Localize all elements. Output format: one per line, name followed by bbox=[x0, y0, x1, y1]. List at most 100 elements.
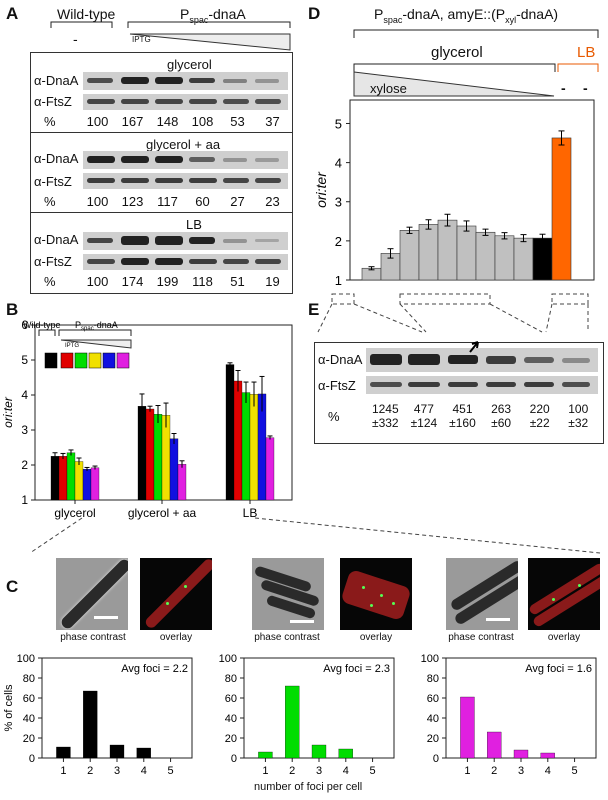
panel-a-label-dnaa: α-DnaA bbox=[34, 73, 79, 88]
x-tick-label: 1 bbox=[464, 765, 470, 777]
y-tick-label: 4 bbox=[335, 156, 342, 171]
bar bbox=[460, 696, 475, 759]
bar bbox=[494, 235, 515, 281]
bar bbox=[82, 469, 92, 501]
panel-c-histogram-3: 0 20 40 60 80 100 1 2 3 4 5 Avg foci = 1.6 bbox=[421, 653, 597, 777]
bar bbox=[83, 690, 98, 759]
panel-a-blot-dnaa-2 bbox=[83, 151, 288, 169]
panel-e-value-cell: 220 ±22 bbox=[529, 402, 550, 430]
panel-a-pct-row-3: 100 174 199 118 51 19 bbox=[80, 274, 290, 289]
panel-d-header-brackets bbox=[353, 29, 599, 97]
panel-a-label-dnaa-2: α-DnaA bbox=[34, 151, 79, 166]
inset-label-wt: Wild-type bbox=[23, 320, 61, 330]
panel-a-blot-dnaa-1 bbox=[83, 72, 288, 90]
y-tick-label: 1 bbox=[335, 273, 342, 288]
bar bbox=[137, 406, 147, 501]
bar bbox=[50, 456, 60, 501]
inset-color-swatch bbox=[74, 352, 88, 369]
y-tick-label: 6 bbox=[21, 318, 28, 332]
y-axis-label: % of cells bbox=[3, 684, 15, 732]
panel-a-pct-row-2: 100 123 117 60 27 23 bbox=[80, 194, 290, 209]
pct-value: 117 bbox=[157, 194, 178, 209]
caption-phase-contrast-2: phase contrast bbox=[254, 632, 320, 643]
panel-a-label-pct: % bbox=[44, 114, 56, 129]
avg-foci-annotation: Avg foci = 2.3 bbox=[323, 663, 390, 675]
avg-foci-annotation: Avg foci = 2.2 bbox=[121, 663, 188, 675]
panel-d-lb: LB bbox=[577, 44, 596, 61]
panel-a-blot-ftsz-1 bbox=[83, 94, 288, 110]
pct-value: 60 bbox=[195, 194, 210, 209]
micrograph-overlay-1 bbox=[140, 558, 212, 630]
pct-value: 23 bbox=[265, 194, 280, 209]
bar bbox=[540, 752, 555, 759]
x-tick-label: 5 bbox=[370, 765, 376, 777]
bar bbox=[161, 415, 171, 501]
panel-label-b: B bbox=[6, 300, 19, 319]
bar bbox=[58, 456, 68, 501]
pct-value: 174 bbox=[121, 274, 144, 289]
bar bbox=[109, 744, 125, 759]
micrograph-overlay-2 bbox=[340, 558, 412, 630]
bar bbox=[136, 747, 151, 759]
panel-label-c: C bbox=[6, 577, 19, 596]
x-tick-label: 3 bbox=[316, 765, 322, 777]
y-tick-label: 40 bbox=[23, 713, 35, 725]
pct-value: 100 bbox=[86, 114, 109, 129]
bar bbox=[258, 751, 273, 759]
y-tick-label: 5 bbox=[335, 116, 342, 131]
bar bbox=[487, 731, 502, 759]
caption-overlay-2: overlay bbox=[359, 632, 393, 643]
y-tick-label: 40 bbox=[427, 713, 439, 725]
inset-color-swatch bbox=[102, 352, 116, 369]
y-tick-label: 2 bbox=[335, 234, 342, 249]
panel-a-header-wt: Wild-type bbox=[57, 6, 116, 22]
pct-value: 100 bbox=[86, 194, 109, 209]
panel-a-label-pct-3: % bbox=[44, 274, 56, 289]
inset-bracket-wt bbox=[38, 329, 56, 336]
panel-label-d: D bbox=[308, 4, 321, 23]
panel-e-value-cell: 263 ±60 bbox=[491, 402, 512, 430]
panel-d-xylose: xylose bbox=[370, 81, 407, 96]
y-tick-label: 4 bbox=[21, 388, 28, 402]
panel-c-histogram-2: 0 20 40 60 80 100 1 2 3 4 5 Avg foci = 2.3 bbox=[219, 653, 395, 777]
bar bbox=[265, 437, 275, 501]
panel-a-block2-title: glycerol + aa bbox=[146, 137, 221, 152]
bar bbox=[249, 394, 259, 501]
micrograph-phase-1 bbox=[56, 558, 128, 630]
pct-value: 27 bbox=[230, 194, 245, 209]
panel-a-wt-dash: - bbox=[73, 31, 78, 47]
panel-d-glycerol: glycerol bbox=[431, 44, 483, 61]
bar bbox=[233, 380, 243, 501]
bar bbox=[66, 452, 76, 501]
micrograph-phase-2 bbox=[252, 558, 324, 630]
bar bbox=[338, 748, 353, 759]
panel-a-blot-ftsz-3 bbox=[83, 254, 288, 270]
panel-a-block1-title: glycerol bbox=[167, 57, 212, 72]
inset-color-swatch bbox=[60, 352, 74, 369]
bar bbox=[532, 237, 553, 281]
panel-a-blot-dnaa-3 bbox=[83, 232, 288, 250]
panel-e-value-cell: 477 ±124 bbox=[410, 402, 438, 430]
x-tick-label: LB bbox=[243, 506, 258, 520]
arrowhead-icon bbox=[469, 341, 479, 353]
bar bbox=[399, 230, 420, 281]
y-tick-label: 0 bbox=[231, 753, 237, 765]
panel-e-label-dnaa: α-DnaA bbox=[318, 352, 363, 367]
pct-value: 148 bbox=[156, 114, 179, 129]
x-tick-label: 4 bbox=[141, 765, 147, 777]
micrograph-phase-3 bbox=[446, 558, 518, 630]
panel-a-label-ftsz-2: α-FtsZ bbox=[34, 174, 72, 189]
panel-e-label-pct: % bbox=[328, 409, 340, 424]
pct-value: 167 bbox=[121, 114, 144, 129]
y-axis-label: ori:ter bbox=[1, 396, 15, 428]
y-tick-label: 20 bbox=[225, 733, 237, 745]
panel-a-label-dnaa-3: α-DnaA bbox=[34, 232, 79, 247]
y-tick-label: 5 bbox=[21, 353, 28, 367]
caption-overlay-1: overlay bbox=[159, 632, 193, 643]
y-tick-label: 2 bbox=[21, 458, 28, 472]
panel-a-label-ftsz-3: α-FtsZ bbox=[34, 254, 72, 269]
panel-a-blot-ftsz-2 bbox=[83, 173, 288, 189]
bar bbox=[285, 685, 300, 759]
x-tick-label: 1 bbox=[262, 765, 268, 777]
panel-a-header-brackets bbox=[50, 21, 291, 51]
